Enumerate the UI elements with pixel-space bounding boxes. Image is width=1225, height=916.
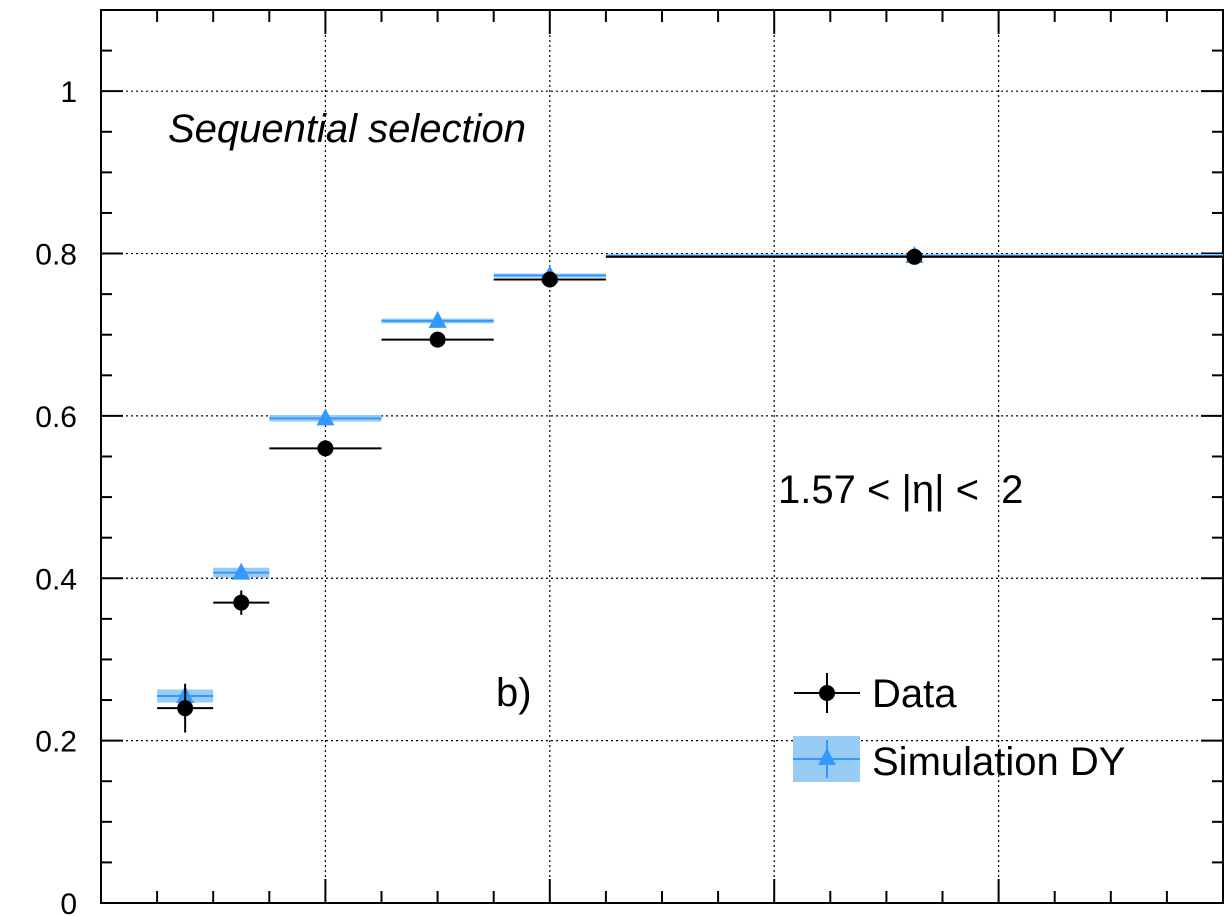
data-point xyxy=(317,440,334,457)
eta-range-label: 1.57 < |η| < 2 xyxy=(778,468,1023,512)
legend-sim-marker xyxy=(818,748,836,765)
y-tick-label: 0 xyxy=(60,888,77,916)
y-tick-label: 0.4 xyxy=(35,563,77,596)
grid xyxy=(101,10,1223,903)
legend-entry-data: Data xyxy=(794,672,957,716)
data-point xyxy=(177,700,194,717)
data-point xyxy=(906,248,923,265)
simulation-point xyxy=(316,408,335,426)
selection-label: Sequential selection xyxy=(168,107,526,151)
legend-data-label: Data xyxy=(872,672,957,716)
legend-entry-simulation: Simulation DY xyxy=(793,736,1125,784)
axis-ticks xyxy=(100,9,1224,904)
data-point xyxy=(233,594,250,611)
simulation-point xyxy=(232,562,251,580)
legend-sim-label: Simulation DY xyxy=(872,740,1125,784)
data-point xyxy=(541,271,558,288)
panel-label: b) xyxy=(496,671,532,715)
legend: Data Simulation DY xyxy=(793,672,1125,784)
y-tick-label: 1 xyxy=(60,76,77,109)
y-tick-labels: 0 0.2 0.4 0.6 0.8 1 xyxy=(35,76,77,916)
simulation-point xyxy=(428,310,447,328)
data-point xyxy=(429,331,446,348)
y-tick-label: 0.6 xyxy=(35,401,77,434)
series-layer xyxy=(157,245,1223,733)
y-tick-label: 0.8 xyxy=(35,239,77,272)
legend-data-marker xyxy=(819,685,835,701)
y-tick-label: 0.2 xyxy=(35,726,77,759)
